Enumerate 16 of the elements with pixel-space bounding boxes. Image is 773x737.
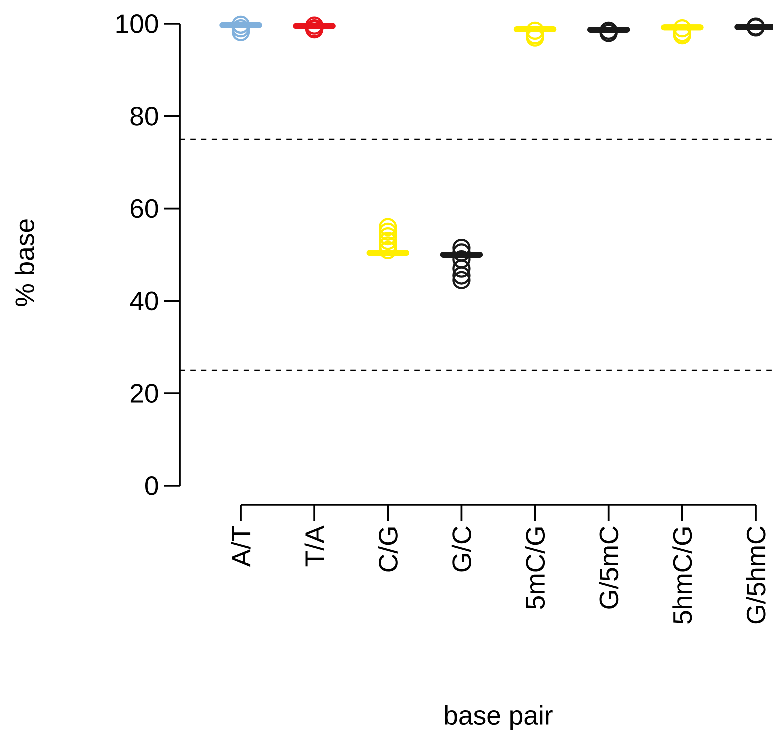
x-tick-label: G/5mC [599,526,619,609]
x-tick-label: A/T [231,526,251,568]
x-tick-label: G/5hmC [746,526,766,624]
y-axis-title: % base [14,220,34,306]
y-tick-label: 40 [130,292,158,311]
y-tick-label: 80 [130,106,158,126]
x-tick-label: G/C [452,526,472,572]
y-tick-label: 100 [116,14,158,34]
y-tick-label: 20 [130,384,158,404]
x-tick-label: T/A [304,526,324,567]
x-tick-label: 5mC/G [525,528,546,610]
y-tick-label: 0 [146,476,158,496]
x-axis-title: base pair [445,705,553,730]
x-tick-label: 5hmC/G [672,528,692,624]
y-tick-label: 60 [130,199,158,218]
x-tick-label: C/G [378,528,398,572]
